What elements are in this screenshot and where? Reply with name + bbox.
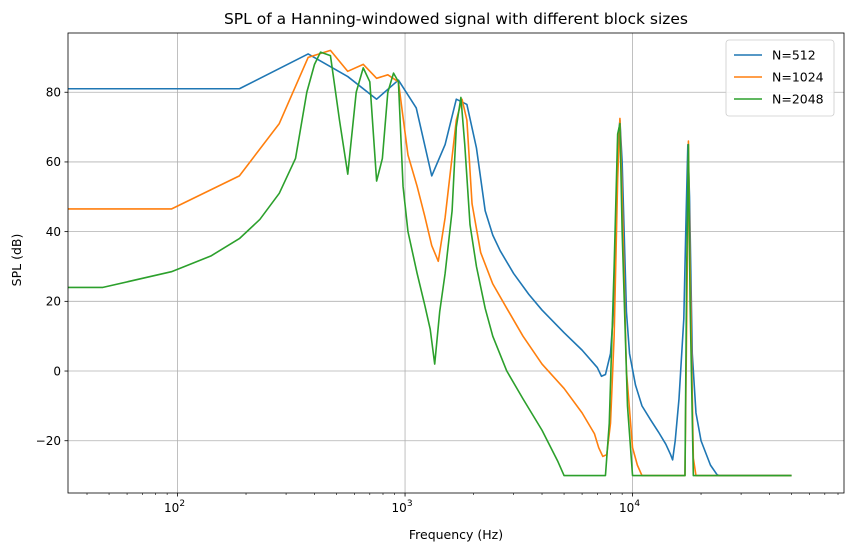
x-tick-label: 104 — [619, 499, 640, 515]
legend-label: N=512 — [772, 48, 816, 63]
x-tick-label: 102 — [164, 499, 185, 515]
axis-ticks: 102 103 104 −20 0 20 40 60 80 — [36, 86, 839, 515]
legend: N=512 N=1024 N=2048 — [725, 39, 835, 117]
legend-label: N=1024 — [772, 70, 824, 85]
plot-frame — [67, 32, 845, 494]
series-line-n-2048 — [68, 51, 792, 477]
series-line-n-1024 — [68, 49, 792, 477]
x-tick-label: 103 — [392, 499, 413, 515]
y-tick-label: −20 — [36, 434, 61, 448]
y-tick-label: 80 — [46, 86, 61, 100]
grid — [68, 33, 844, 493]
y-tick-label: 0 — [53, 364, 61, 378]
series-layer — [68, 49, 792, 477]
y-tick-label: 60 — [46, 155, 61, 169]
legend-box — [725, 39, 835, 117]
legend-label: N=2048 — [772, 92, 824, 107]
chart-title: SPL of a Hanning-windowed signal with di… — [224, 10, 688, 28]
x-axis-label: Frequency (Hz) — [409, 527, 503, 542]
y-tick-label: 20 — [46, 295, 61, 309]
y-tick-label: 40 — [46, 225, 61, 239]
y-axis-label: SPL (dB) — [9, 234, 24, 287]
